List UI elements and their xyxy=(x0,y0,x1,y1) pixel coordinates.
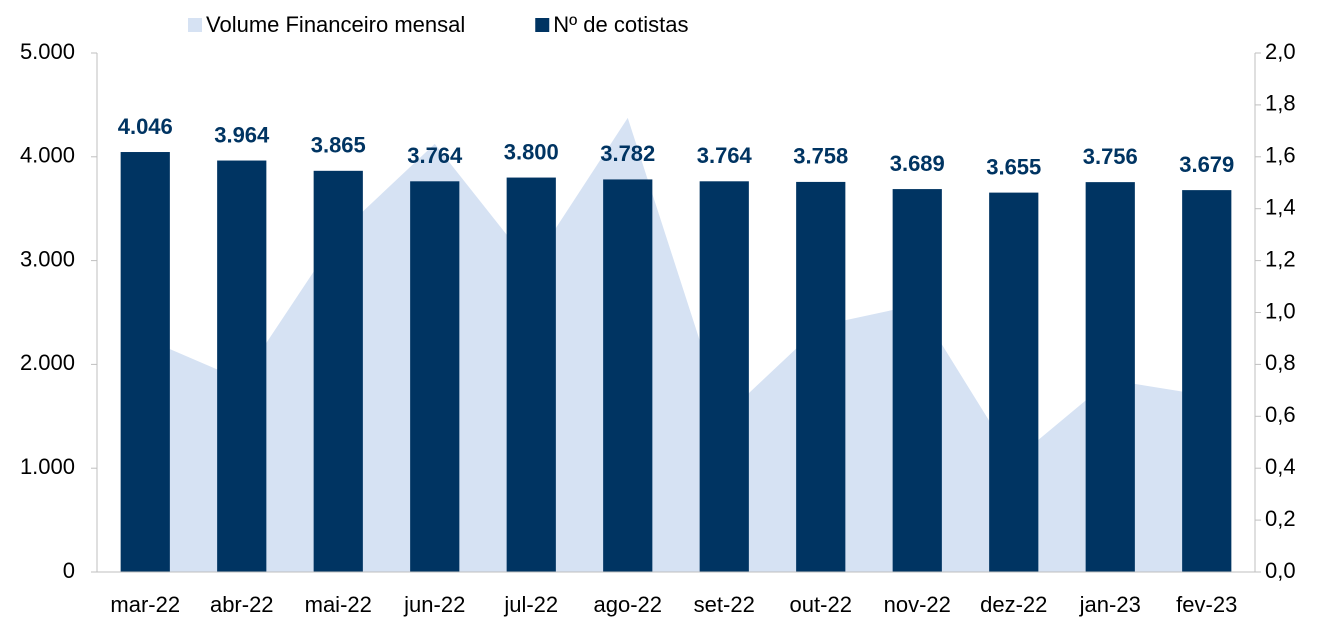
legend-label: Volume Financeiro mensal xyxy=(206,12,465,37)
legend-label: Nº de cotistas xyxy=(553,12,688,37)
legend-swatch xyxy=(188,18,202,32)
data-label: 3.689 xyxy=(890,151,945,176)
bar xyxy=(506,177,556,572)
y2-tick-label: 0,6 xyxy=(1265,402,1296,427)
y2-tick-label: 0,0 xyxy=(1265,558,1296,583)
x-tick-label: ago-22 xyxy=(593,592,662,617)
y-tick-label: 4.000 xyxy=(20,143,75,168)
bar xyxy=(1085,182,1135,572)
x-tick-label: abr-22 xyxy=(210,592,274,617)
bar xyxy=(796,181,846,572)
y2-tick-label: 1,6 xyxy=(1265,143,1296,168)
bar xyxy=(313,170,363,573)
bar xyxy=(410,181,460,572)
x-tick-label: jun-22 xyxy=(403,592,465,617)
x-tick-label: out-22 xyxy=(790,592,852,617)
x-tick-label: jul-22 xyxy=(503,592,558,617)
y2-tick-label: 0,2 xyxy=(1265,506,1296,531)
data-label: 3.865 xyxy=(311,133,366,158)
y-tick-label: 5.000 xyxy=(20,39,75,64)
x-tick-label: mar-22 xyxy=(110,592,180,617)
data-label: 3.964 xyxy=(214,122,270,147)
bar xyxy=(1182,190,1232,572)
y2-tick-label: 1,2 xyxy=(1265,246,1296,271)
y2-tick-label: 1,4 xyxy=(1265,195,1296,220)
y2-tick-label: 1,0 xyxy=(1265,298,1296,323)
data-label: 3.758 xyxy=(793,144,848,169)
y2-tick-label: 0,8 xyxy=(1265,350,1296,375)
x-tick-label: fev-23 xyxy=(1176,592,1237,617)
bar xyxy=(699,181,749,572)
data-label: 3.782 xyxy=(600,141,655,166)
data-label: 3.756 xyxy=(1083,144,1138,169)
data-label: 3.764 xyxy=(407,143,463,168)
x-tick-label: set-22 xyxy=(694,592,755,617)
y2-tick-label: 2,0 xyxy=(1265,39,1296,64)
x-tick-label: jan-23 xyxy=(1079,592,1141,617)
legend-swatch xyxy=(535,18,550,32)
x-tick-label: nov-22 xyxy=(884,592,951,617)
bar xyxy=(603,179,653,572)
data-label: 3.800 xyxy=(504,139,559,164)
bar xyxy=(217,160,267,572)
data-label: 4.046 xyxy=(118,114,173,139)
x-tick-label: mai-22 xyxy=(305,592,372,617)
y-tick-label: 0 xyxy=(63,558,75,583)
y-tick-label: 3.000 xyxy=(20,246,75,271)
y-tick-label: 1.000 xyxy=(20,454,75,479)
bar xyxy=(989,192,1039,572)
bar xyxy=(892,189,942,573)
area xyxy=(145,117,1207,572)
data-label: 3.679 xyxy=(1179,152,1234,177)
data-label: 3.764 xyxy=(697,143,753,168)
y2-tick-label: 0,4 xyxy=(1265,454,1296,479)
y-tick-label: 2.000 xyxy=(20,350,75,375)
bar xyxy=(120,152,170,572)
y2-tick-label: 1,8 xyxy=(1265,91,1296,116)
x-tick-label: dez-22 xyxy=(980,592,1047,617)
data-label: 3.655 xyxy=(986,154,1041,179)
